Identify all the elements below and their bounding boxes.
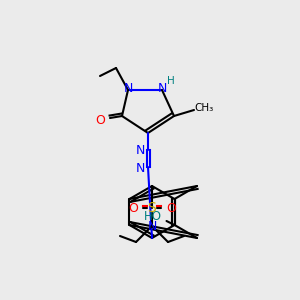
Text: O: O: [95, 113, 105, 127]
Text: N: N: [135, 161, 145, 175]
Text: N: N: [147, 220, 157, 232]
Text: H: H: [167, 76, 175, 86]
Text: O: O: [166, 202, 176, 214]
Text: N: N: [157, 82, 167, 95]
Text: O: O: [128, 202, 138, 214]
Text: CH₃: CH₃: [194, 103, 214, 113]
Text: HO: HO: [143, 211, 161, 224]
Text: S: S: [148, 201, 156, 215]
Text: N: N: [123, 82, 133, 95]
Text: N: N: [135, 145, 145, 158]
